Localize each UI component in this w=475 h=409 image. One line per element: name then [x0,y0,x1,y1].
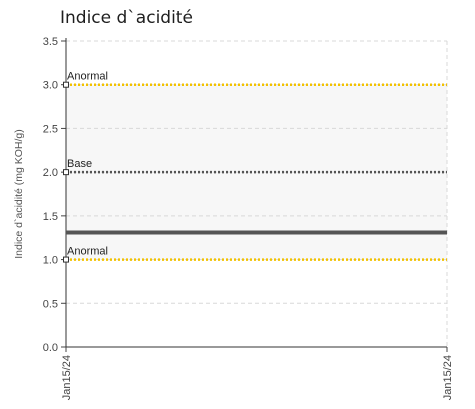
x-tick-labels: Jan15/24 Jan15/24 [61,355,454,400]
y-tick-label: 2.0 [43,167,58,179]
reference-label: Base [67,158,92,170]
y-tick-labels: 0.0 0.5 1.0 1.5 2.0 2.5 3.0 3.5 [43,36,58,354]
reference-label: Anormal [67,246,108,258]
y-tick-label: 0.5 [43,298,58,310]
y-tick-label: 2.5 [43,123,58,135]
reference-marker [63,169,69,176]
x-tick-label: Jan15/24 [61,355,73,400]
reference-marker [63,81,69,88]
y-tick-label: 1.5 [43,211,58,223]
y-tick-label: 3.5 [43,36,58,48]
y-axis-title: Indice d`acidité (mg KOH/g) [13,129,25,259]
y-tick-label: 3.0 [43,80,58,92]
x-tick-label: Jan15/24 [442,355,454,400]
reference-label: Anormal [67,71,108,83]
chart-title: Indice d`acidité [60,8,193,28]
reference-marker [63,256,69,263]
y-tick-label: 0.0 [43,342,58,354]
y-tick-label: 1.0 [43,255,58,267]
reference-lines: Anormal Base Anormal [63,71,447,263]
